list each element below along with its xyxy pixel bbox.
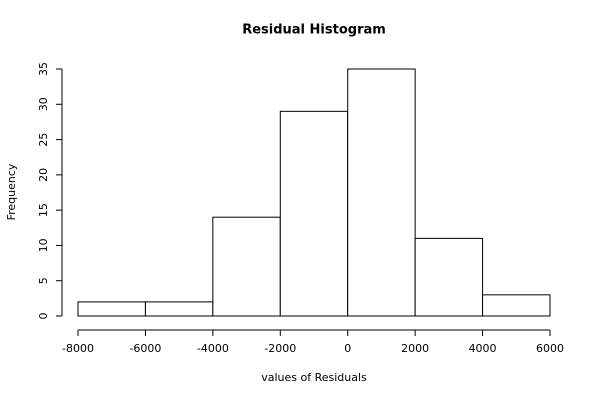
x-tick-label: 2000 [401,342,429,355]
x-tick-label: -8000 [62,342,94,355]
y-tick-label: 10 [37,238,50,252]
x-tick-label: 4000 [469,342,497,355]
x-tick-label: -6000 [129,342,161,355]
x-tick-label: 6000 [536,342,564,355]
y-tick-label: 30 [37,97,50,111]
x-tick-label: 0 [344,342,351,355]
histogram-bar [279,110,349,317]
histogram-bar [77,301,146,317]
y-tick-label: 25 [37,133,50,147]
histogram-bar [144,301,214,317]
x-axis-label: values of Residuals [261,371,367,384]
histogram-bar [347,68,416,317]
y-axis-label: Frequency [5,163,18,220]
x-tick-label: -2000 [264,342,296,355]
y-tick-label: 20 [37,168,50,182]
y-tick-label: 15 [37,203,50,217]
y-tick-label: 5 [37,277,50,284]
histogram-bar [482,294,551,317]
y-tick-label: 0 [37,313,50,320]
histogram-bar [212,216,281,317]
x-tick-label: -4000 [197,342,229,355]
y-tick-label: 35 [37,62,50,76]
chart-title: Residual Histogram [242,23,386,38]
histogram-bar [414,237,484,317]
